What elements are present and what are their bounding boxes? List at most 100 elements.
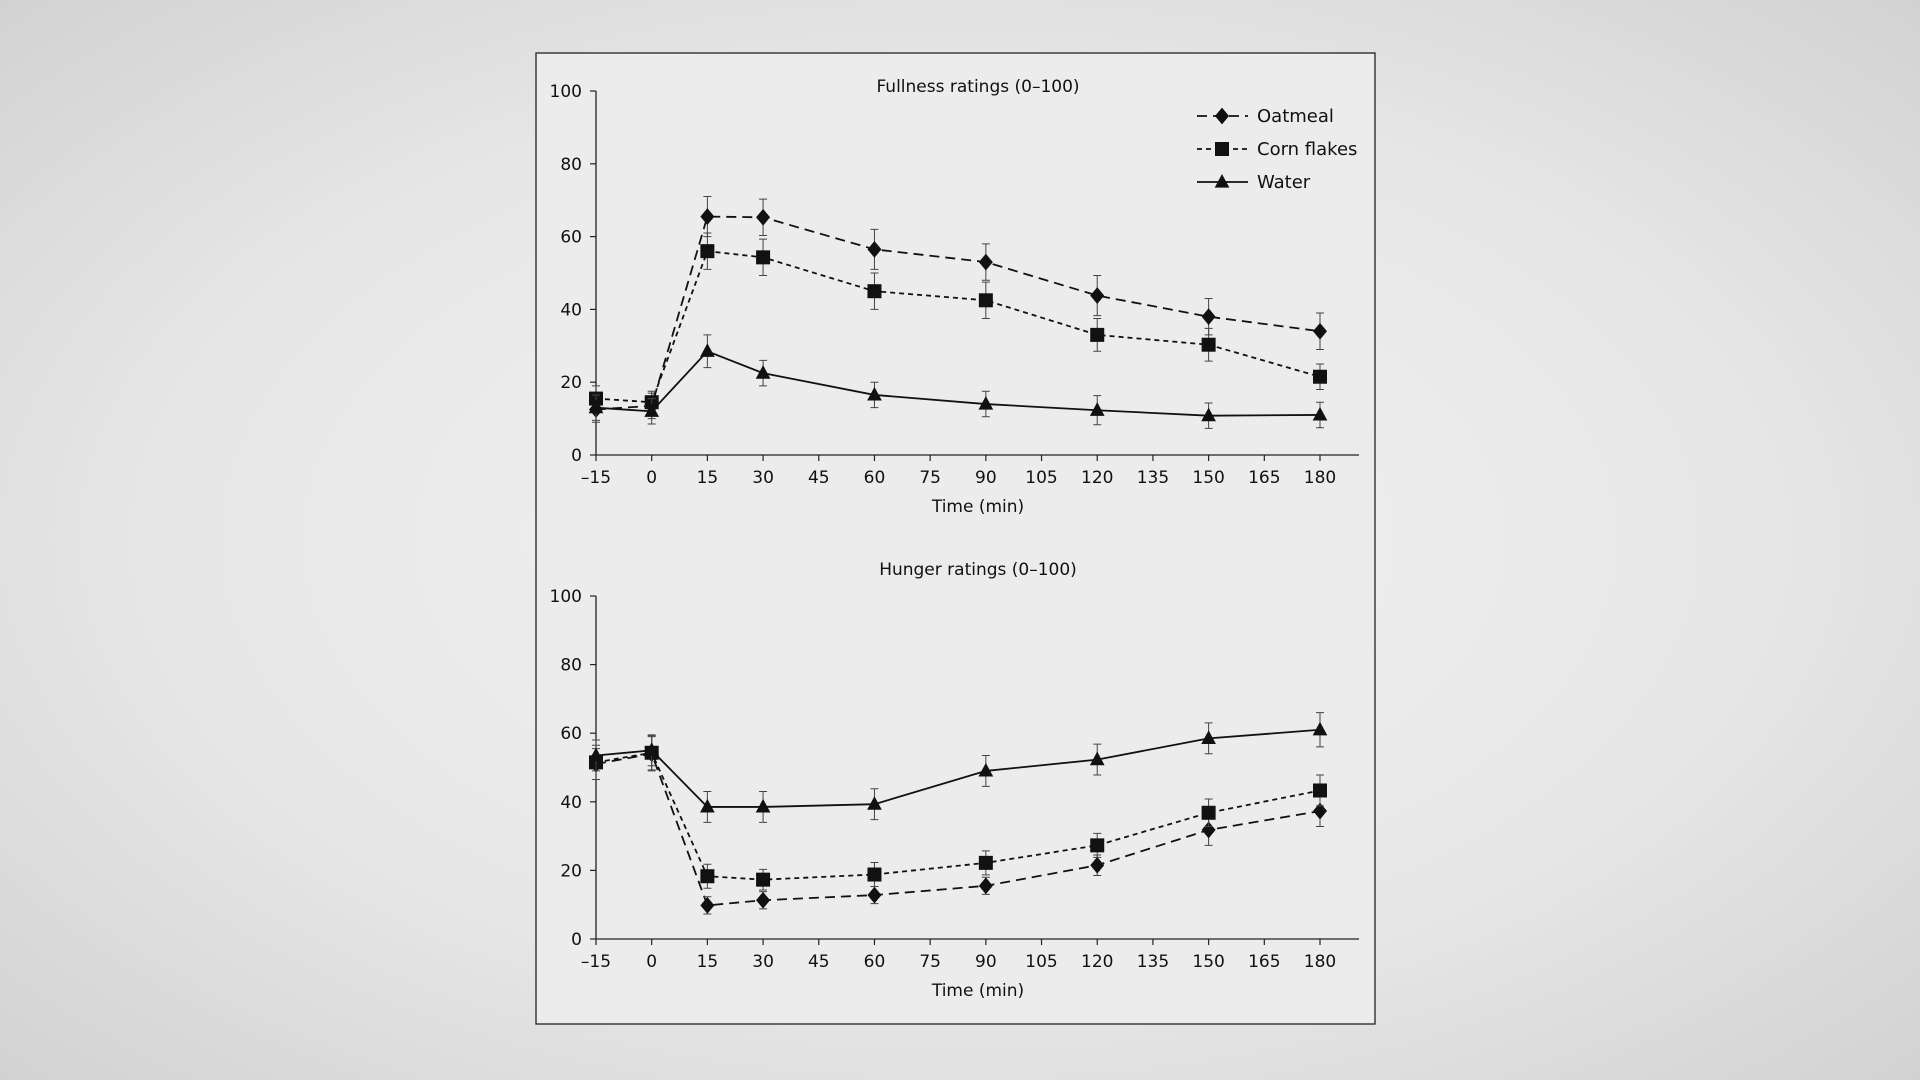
diamond-marker — [756, 208, 771, 226]
x-tick-label: 150 — [1192, 468, 1224, 488]
legend: Oatmeal Corn flakes Water — [1197, 106, 1357, 193]
figure-panel — [535, 52, 1376, 1025]
triangle-marker — [755, 798, 771, 813]
y-tick-label: 60 — [560, 228, 582, 248]
legend-label: Corn flakes — [1257, 139, 1357, 160]
diamond-marker — [1090, 287, 1105, 304]
diamond-marker — [1313, 322, 1327, 340]
x-tick-label: 90 — [975, 468, 997, 488]
diamond-marker — [978, 253, 993, 271]
diamond-marker — [1090, 856, 1105, 874]
square-marker — [1090, 838, 1105, 853]
x-tick-label: 165 — [1248, 468, 1280, 488]
x-tick-label: 45 — [808, 952, 830, 972]
x-tick-label: 135 — [1137, 952, 1169, 972]
chart-title: Fullness ratings (0–100) — [876, 77, 1079, 97]
square-marker — [1090, 327, 1105, 342]
triangle-marker — [1089, 402, 1105, 416]
x-tick-label: 15 — [697, 952, 719, 972]
triangle-marker — [700, 798, 715, 813]
triangle-marker — [755, 365, 771, 379]
fullness-chart: Fullness ratings (0–100) Time (min) –15 0… — [550, 77, 1359, 517]
square-marker — [700, 244, 715, 259]
series-water — [588, 334, 1328, 429]
y-tick-label: 40 — [560, 300, 582, 320]
x-tick-label: 15 — [697, 468, 719, 488]
square-marker — [756, 250, 771, 265]
y-tick-label: 100 — [550, 82, 582, 102]
triangle-marker — [1312, 721, 1328, 736]
diamond-marker — [1201, 308, 1216, 326]
square-marker — [756, 872, 771, 887]
triangle-marker — [644, 403, 660, 417]
x-tick-label: 30 — [752, 952, 774, 972]
y-tick-label: 60 — [560, 724, 582, 744]
x-tick-label: 105 — [1025, 952, 1057, 972]
x-tick-label: 0 — [646, 952, 657, 972]
diamond-marker — [867, 240, 882, 258]
x-tick-label: 165 — [1248, 952, 1280, 972]
diamond-marker — [867, 886, 882, 904]
x-tick-label: 0 — [646, 468, 657, 488]
diamond-marker — [700, 896, 715, 914]
y-tick-label: 80 — [560, 155, 582, 175]
triangle-marker — [1201, 730, 1216, 744]
legend-label: Water — [1257, 172, 1311, 193]
triangle-marker — [588, 399, 604, 414]
square-marker — [1313, 783, 1327, 798]
triangle-marker — [700, 343, 715, 357]
triangle-marker — [867, 386, 882, 401]
x-tick-label: 135 — [1137, 468, 1169, 488]
triangle-marker — [1201, 407, 1216, 422]
y-tick-label: 0 — [571, 446, 582, 466]
square-marker — [867, 284, 882, 299]
x-axis-label: Time (min) — [931, 981, 1024, 1001]
diamond-marker — [978, 877, 993, 895]
square-marker — [1313, 369, 1327, 384]
square-marker — [1201, 337, 1216, 352]
x-tick-label: 30 — [752, 468, 774, 488]
triangle-marker — [978, 395, 994, 410]
y-tick-label: 20 — [560, 373, 582, 393]
triangle-marker — [588, 747, 604, 762]
square-marker — [978, 293, 993, 308]
legend-label: Oatmeal — [1257, 106, 1334, 127]
triangle-marker — [644, 742, 660, 756]
diamond-marker — [756, 891, 771, 909]
x-tick-label: 75 — [919, 468, 941, 488]
x-tick-label: 45 — [808, 468, 830, 488]
x-axis-label: Time (min) — [931, 497, 1024, 517]
x-tick-label: 150 — [1192, 952, 1224, 972]
x-tick-label: 180 — [1304, 468, 1336, 488]
y-tick-label: 40 — [560, 793, 582, 813]
y-tick-label: 80 — [560, 656, 582, 676]
y-tick-label: 100 — [550, 587, 582, 607]
x-tick-label: 60 — [864, 468, 886, 488]
triangle-marker — [1089, 751, 1105, 766]
series-water — [588, 712, 1328, 823]
x-tick-label: 60 — [864, 952, 886, 972]
x-tick-label: –15 — [581, 952, 611, 972]
y-tick-label: 0 — [571, 930, 582, 950]
series-corn-flakes — [589, 735, 1327, 891]
y-tick-label: 20 — [560, 861, 582, 881]
hunger-chart: Hunger ratings (0–100) Time (min) –15 0 15… — [550, 560, 1359, 1001]
x-tick-label: 75 — [919, 952, 941, 972]
square-marker — [700, 869, 715, 884]
diamond-marker — [1215, 107, 1229, 125]
x-tick-label: 120 — [1081, 952, 1113, 972]
square-marker — [978, 855, 993, 870]
triangle-marker — [978, 762, 994, 777]
chart-title: Hunger ratings (0–100) — [879, 560, 1077, 580]
x-tick-label: 120 — [1081, 468, 1113, 488]
diamond-marker — [1313, 802, 1327, 820]
triangle-marker — [1214, 173, 1230, 188]
x-tick-label: 105 — [1025, 468, 1057, 488]
x-tick-label: –15 — [581, 468, 611, 488]
x-tick-label: 180 — [1304, 952, 1336, 972]
series-line — [595, 751, 1321, 881]
x-tick-label: 90 — [975, 952, 997, 972]
triangle-marker — [867, 796, 882, 810]
diamond-marker — [700, 208, 715, 225]
